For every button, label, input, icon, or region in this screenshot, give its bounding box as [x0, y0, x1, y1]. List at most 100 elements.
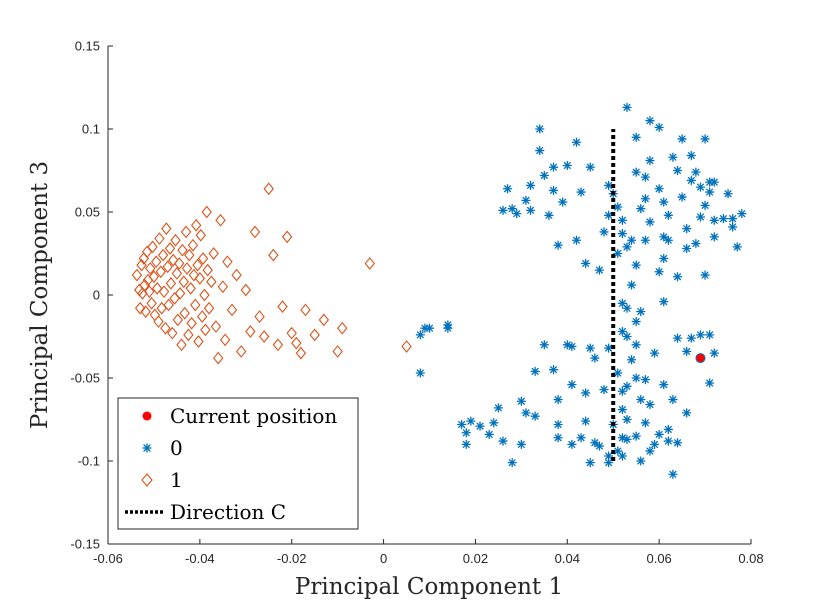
data-point-series-0	[553, 240, 563, 250]
y-ticks: -0.15 -0.1 -0.05 0 0.05 0.1 0.15	[70, 39, 113, 552]
data-point-series-0	[631, 316, 641, 327]
legend-entry-direction-c: Direction C	[125, 500, 286, 524]
data-point-series-0	[631, 260, 641, 270]
x-ticks: -0.06 -0.04 -0.02 0 0.02 0.04 0.06 0.08	[93, 539, 764, 566]
data-point-series-0	[663, 210, 673, 220]
data-point-series-0	[659, 232, 669, 242]
data-point-series-0	[576, 433, 586, 443]
data-point-series-0	[709, 215, 719, 225]
data-point-series-0	[594, 441, 605, 451]
legend-entry-0: 0	[142, 436, 183, 460]
data-point-series-0	[654, 122, 664, 132]
data-point-series-1	[162, 260, 173, 274]
data-point-series-1	[170, 233, 181, 247]
data-point-series-0	[553, 433, 563, 443]
x-tick-label: 0	[380, 551, 387, 566]
data-point-series-0	[663, 424, 673, 435]
data-point-series-0	[603, 458, 614, 468]
legend-marker-current-position	[142, 411, 152, 421]
x-tick-label: -0.06	[93, 551, 123, 566]
data-point-series-0	[649, 439, 660, 450]
y-tick-label: -0.15	[70, 537, 100, 552]
data-point-series-0	[415, 368, 425, 378]
data-point-series-0	[512, 209, 522, 219]
data-point-series-1	[174, 286, 186, 300]
data-point-series-0	[535, 145, 545, 156]
data-point-series-1	[201, 205, 212, 219]
data-point-series-0	[654, 184, 664, 194]
current-position-marker	[695, 353, 706, 364]
data-point-series-1	[168, 253, 179, 267]
data-point-series-0	[672, 438, 683, 448]
data-point-series-0	[617, 215, 628, 225]
data-point-series-1	[286, 326, 297, 340]
data-point-series-0	[581, 416, 591, 426]
data-point-series-0	[590, 353, 600, 363]
data-point-series-0	[622, 414, 632, 425]
data-point-series-0	[640, 418, 651, 428]
data-point-series-0	[617, 404, 628, 415]
legend-entry-current-position: Current position	[142, 404, 337, 428]
data-point-series-0	[613, 248, 623, 259]
data-point-series-0	[645, 399, 655, 410]
data-point-series-0	[521, 195, 531, 206]
data-point-series-1	[203, 301, 215, 315]
data-point-series-0	[567, 379, 577, 390]
data-point-series-0	[622, 102, 632, 113]
data-point-series-1	[145, 262, 156, 275]
data-point-series-0	[654, 429, 664, 440]
data-point-series-0	[686, 333, 696, 343]
y-tick-label: -0.1	[78, 454, 100, 469]
data-point-series-0	[663, 436, 673, 446]
data-point-series-1	[165, 277, 177, 290]
data-point-series-0	[682, 243, 692, 254]
data-point-series-1	[134, 301, 146, 315]
data-point-series-0	[686, 150, 696, 161]
data-point-series-0	[539, 170, 549, 181]
data-point-series-1	[184, 248, 195, 262]
data-point-series-1	[161, 222, 172, 235]
data-point-series-1	[281, 230, 293, 244]
data-point-series-1	[160, 321, 171, 335]
x-tick-label: -0.02	[277, 551, 307, 566]
data-point-series-1	[146, 296, 157, 310]
data-point-series-0	[695, 330, 706, 340]
data-point-series-1	[180, 225, 192, 239]
data-point-series-0	[659, 197, 669, 207]
data-point-series-0	[682, 408, 692, 418]
data-point-series-0	[553, 419, 563, 430]
data-point-series-0	[626, 280, 637, 290]
data-point-series-1	[149, 308, 161, 322]
data-point-series-0	[558, 197, 568, 207]
data-point-series-0	[567, 439, 577, 450]
data-point-series-1	[291, 336, 302, 350]
data-point-series-1	[295, 346, 307, 360]
data-point-series-0	[599, 384, 609, 395]
data-point-series-1	[139, 278, 150, 292]
data-point-series-0	[530, 366, 540, 377]
data-point-series-0	[649, 348, 660, 358]
data-point-series-0	[672, 272, 683, 282]
data-point-series-0	[603, 343, 614, 353]
data-point-series-0	[493, 403, 504, 413]
x-tick-label: 0.06	[646, 551, 671, 566]
data-point-series-0	[700, 134, 710, 144]
x-tick-label: 0.08	[738, 551, 763, 566]
y-tick-label: 0.1	[82, 122, 100, 137]
data-point-series-0	[539, 340, 549, 350]
data-point-series-0	[571, 235, 582, 245]
data-point-series-1	[158, 285, 170, 299]
data-point-series-0	[640, 194, 651, 204]
data-point-series-0	[691, 167, 701, 177]
data-point-series-1	[202, 263, 213, 277]
data-point-series-0	[581, 388, 591, 398]
data-point-series-0	[709, 177, 719, 187]
legend-label-0: 0	[170, 436, 183, 460]
data-point-series-0	[576, 187, 586, 197]
data-point-series-1	[134, 283, 145, 297]
data-point-series-0	[695, 212, 706, 222]
data-point-series-0	[737, 209, 747, 219]
data-point-series-0	[415, 330, 425, 340]
data-point-series-0	[594, 265, 605, 275]
data-point-series-0	[686, 175, 696, 186]
